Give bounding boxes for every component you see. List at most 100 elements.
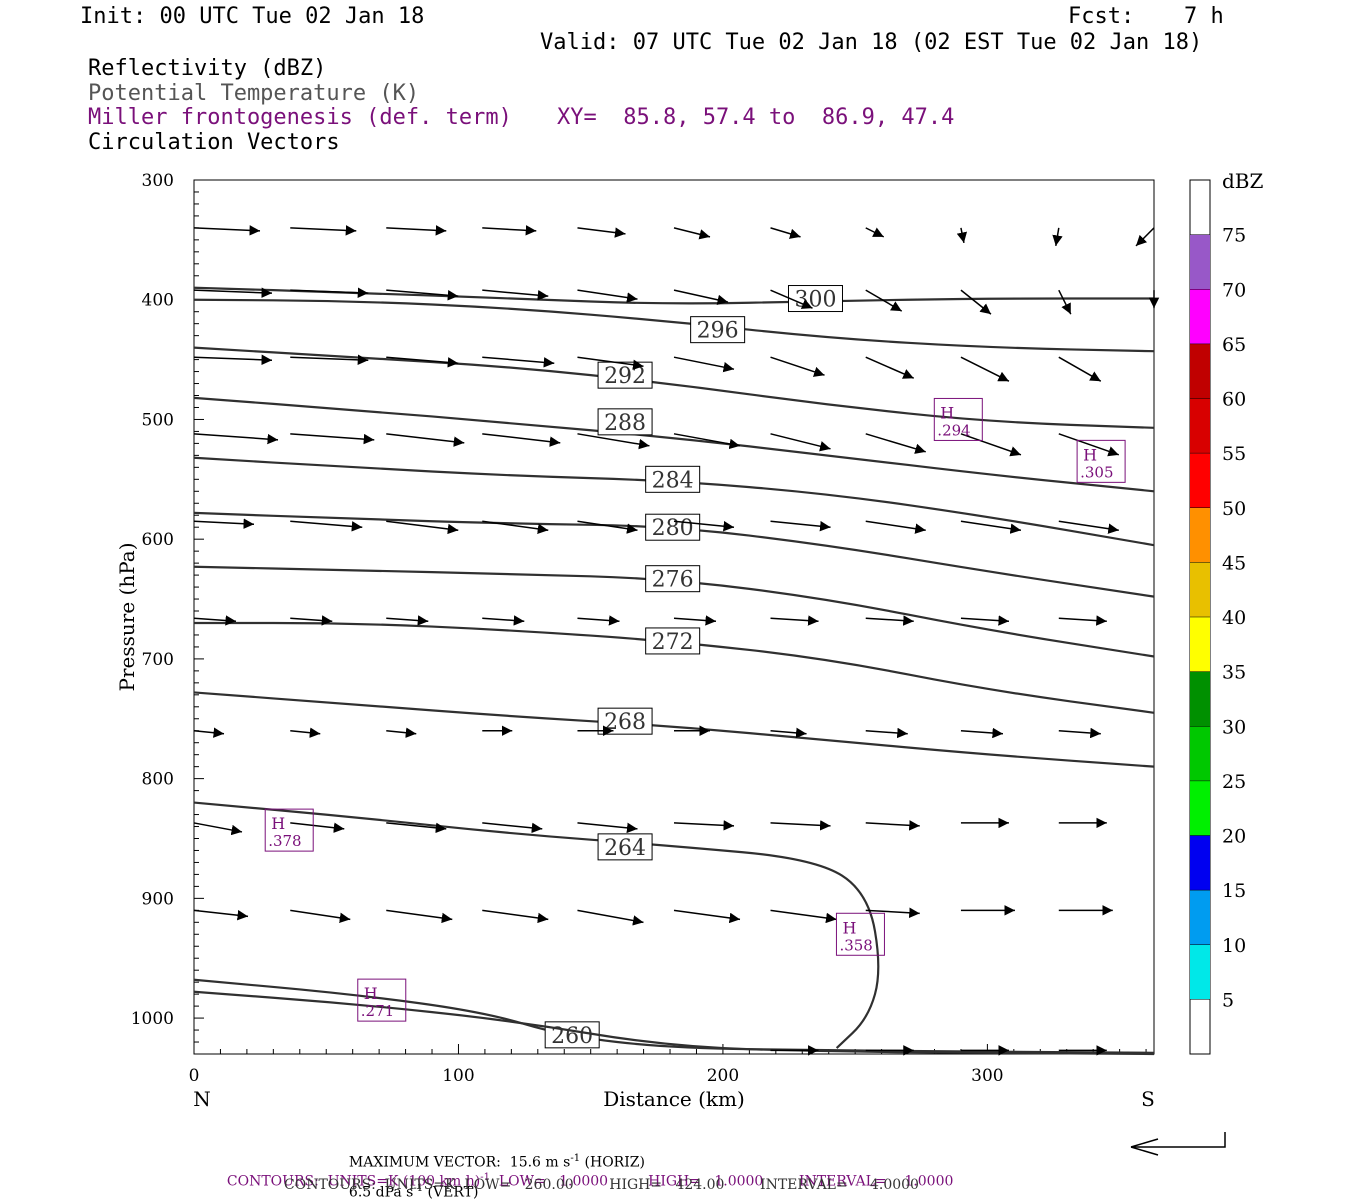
colorbar-tick-label: 40 [1222,607,1246,629]
max-vector-line: MAXIMUM VECTOR: 15.6 m s-1 (HORIZ) 6.5 d… [340,1140,645,1200]
circulation-vector [673,227,711,240]
circulation-vector [386,909,453,924]
colorbar-tick-label: 15 [1222,880,1246,902]
theta-label-box [645,565,701,593]
circulation-vector [770,727,807,739]
colorbar-tick-label: 30 [1222,716,1246,738]
frontogenesis-max-box [835,912,885,956]
plot-frame [193,179,1155,1055]
reference-vector [1130,1132,1226,1156]
field-frontogenesis: Miller frontogenesis (def. term) [88,105,512,130]
circulation-vector [1058,727,1101,739]
colorbar-segment [1190,835,1210,891]
colorbar-tick-label: 70 [1222,279,1246,301]
circulation-vector [770,520,831,532]
circulation-vector [960,727,1003,739]
frontogenesis-max-label: H [271,814,285,833]
frontogenesis-units-exponent: -1 [480,1172,490,1183]
theta-contour-label: 276 [652,568,694,593]
colorbar-tick-label: 65 [1222,334,1246,356]
frontogenesis-max-box [264,808,314,852]
frontogenesis-range: LOW= 1.0000 HIGH= 1.0000 INTERVAL= 1.000… [489,1173,954,1190]
circulation-vector [960,433,1022,457]
x-axis-left-end-label: N [193,1087,211,1111]
max-vector-horiz-unit: (HORIZ) [580,1154,645,1171]
frontogenesis-max-value: .378 [268,832,301,850]
frontogenesis-contour-info: CONTOURS: UNITS=K (100 km h)-1 LOW= 1.00… [218,1159,953,1189]
colorbar-tick-label: 10 [1222,935,1246,957]
theta-label-box [645,513,701,541]
colorbar-tick-label: 55 [1222,443,1246,465]
circulation-vector [193,225,261,236]
y-tick-label: 500 [142,410,174,430]
frontogenesis-max-box [357,978,407,1022]
circulation-vector [290,433,375,445]
frontogenesis-max-label: H [1083,445,1097,464]
colorbar-segment [1190,726,1210,781]
frontogenesis-units: CONTOURS: UNITS=K (100 km h) [226,1173,481,1190]
theta-contour-line [193,298,1155,353]
circulation-vector [193,822,243,836]
colorbar-segment [1190,234,1210,290]
theta-contour-label: 272 [652,630,694,655]
colorbar-segment [1190,343,1210,399]
frontogenesis-max-label: H [842,918,856,937]
y-tick-label: 400 [142,291,174,311]
circulation-vector [386,727,417,738]
circulation-vector [673,433,741,450]
circulation-vector [673,909,741,924]
frontogenesis-max-box [1076,439,1126,483]
circulation-vector [193,518,255,529]
theta-contour-line [193,990,1155,1056]
circulation-vector [865,727,908,739]
frontogenesis-max-value: .271 [361,1002,394,1020]
theta-label-box [597,408,653,436]
theta-contour-line [193,565,1155,658]
y-tick-label: 300 [142,171,174,191]
frontogenesis-max-value: .358 [839,936,872,954]
colorbar-tick-label: 75 [1222,225,1246,247]
circulation-vector [290,909,351,923]
theta-label-box [597,707,653,735]
circulation-vector [193,615,237,626]
circulation-vector [482,356,555,368]
colorbar-tick-label: 45 [1222,552,1246,574]
y-tick-label: 800 [142,770,174,790]
circulation-vector [482,433,561,447]
circulation-vector [386,289,459,301]
y-axis-ticks: 300 400 500 600 700 800 900 1000 [131,171,204,1055]
circulation-vector [673,356,735,373]
circulation-vector [577,615,620,626]
circulation-vector [577,822,638,834]
cross-section-endpoints: XY= 85.8, 57.4 to 86.9, 47.4 [557,105,955,130]
circulation-vector [865,227,885,238]
y-tick-label: 900 [142,889,174,909]
circulation-vector [386,520,459,535]
theta-contour-line [193,691,1155,768]
theta-contour-info: CONTOURS: UNITS=K LOW= 260.00 HIGH= 424.… [284,1177,919,1193]
theta-label-box [597,833,653,861]
circulation-vector [1052,227,1063,247]
theta-contour-label: 292 [604,364,646,389]
circulation-vector [1135,227,1155,247]
circulation-vector [482,909,549,924]
max-vector-horiz: MAXIMUM VECTOR: 15.6 m s [348,1154,571,1171]
max-vector-vert-unit: (VERT) [423,1184,479,1200]
circulation-vector [290,520,363,532]
valid-time: Valid: 07 UTC Tue 02 Jan 18 (02 EST Tue … [540,30,1203,55]
colorbar-tick-label: 60 [1222,389,1246,411]
circulation-vector [770,227,801,239]
x-axis-ticks: 0 100 200 300 [189,1044,1147,1086]
max-vector-vert: 6.5 dPa s [348,1184,414,1200]
circulation-vector [865,356,915,379]
colorbar-title: dBZ [1222,169,1264,193]
theta-contour-label: 288 [604,411,646,436]
colorbar-segment [1190,453,1210,508]
circulation-vector [290,615,333,626]
theta-contour-line [193,801,880,1049]
x-tick-label: 100 [442,1066,474,1086]
colorbar-segment [1190,671,1210,727]
circulation-vector [577,520,638,534]
